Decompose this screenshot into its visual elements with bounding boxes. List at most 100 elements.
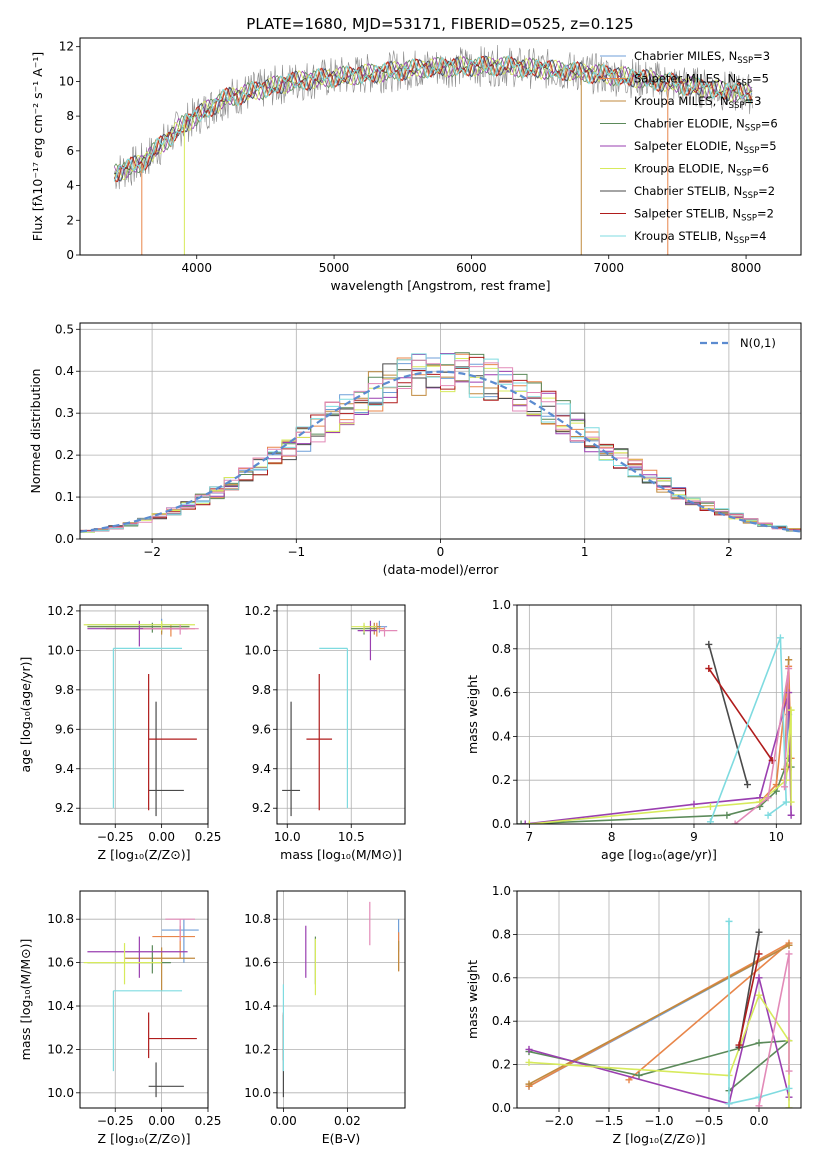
weight-point: [521, 820, 529, 824]
y-tick-label: 10.4: [244, 999, 271, 1013]
x-tick-label: 10: [769, 830, 784, 844]
mass-vs-ebv-axes: 0.00 0.02 10.0 10.2 10.4 10.6 10.8 E(B-V): [244, 890, 406, 1146]
plot-area: [282, 901, 400, 1098]
weight-point: [785, 665, 793, 673]
y-tick-label: 9.2: [55, 801, 74, 815]
age-vs-mass-axes: 10.0 10.5 9.2 9.4 9.6 9.8 10.0 10.2 mass [log₁₀(…: [244, 604, 406, 862]
x-tick-label: 5000: [319, 261, 350, 275]
y-tick-label: 0.6: [492, 686, 511, 700]
legend-count: =3: [744, 94, 761, 108]
legend-subscript: SSP: [741, 214, 757, 224]
figure-title: PLATE=1680, MJD=53171, FIBERID=0525, z=0…: [246, 15, 633, 33]
y-tick-label: 10.2: [244, 604, 271, 618]
weight-point: [525, 1045, 533, 1053]
model-spectrum-8: [113, 55, 753, 182]
plot-area: [113, 44, 754, 255]
legend-subscript: SSP: [745, 124, 761, 134]
grid: [80, 891, 209, 1108]
legend-label: Salpeter ELODIE, NSSP=5: [634, 139, 777, 156]
grid: [517, 604, 801, 825]
x-tick-label: 0.25: [195, 1114, 222, 1128]
y-tick-label: 0.6: [492, 971, 511, 985]
y-tick-label: 10.6: [244, 956, 271, 970]
y-tick-label: 0.5: [55, 322, 74, 336]
weight-point: [725, 917, 733, 925]
axes-frame: [276, 890, 406, 1109]
weight-line-3: [521, 755, 792, 824]
y-tick-label: 0.8: [492, 642, 511, 656]
x-tick-label: −1.5: [594, 1114, 623, 1128]
y-tick-label: 6: [66, 144, 74, 158]
y-tick-label: 10: [59, 74, 74, 88]
legend-subscript: SSP: [742, 191, 758, 201]
weight-point: [785, 1084, 793, 1092]
weight-point: [785, 656, 793, 664]
axes-frame: [516, 604, 802, 825]
plot-area: [83, 918, 199, 1098]
y-tick-label: 0.0: [492, 817, 511, 831]
y-tick-label: 4: [66, 179, 74, 193]
legend-subscript: SSP: [736, 79, 752, 89]
weight-point: [705, 640, 713, 648]
grid: [277, 891, 405, 1108]
x-tick-label: 8: [608, 830, 616, 844]
y-tick-label: 10.0: [244, 1086, 271, 1100]
weight-point: [755, 1102, 763, 1108]
legend-label: Chabrier ELODIE, NSSP=6: [634, 117, 778, 134]
x-tick-label: −2.0: [544, 1114, 573, 1128]
x-tick-label: 10.5: [338, 830, 365, 844]
y-tick-label: 10.6: [47, 956, 74, 970]
y-axis-label: mass [log₁₀(M/M⊙)]: [18, 939, 33, 1061]
x-tick-label: −0.25: [97, 830, 134, 844]
legend-label: Chabrier MILES, NSSP=3: [634, 49, 770, 66]
x-axis-label: E(B-V): [322, 1131, 361, 1146]
weight-point: [785, 941, 793, 949]
weight-point: [731, 820, 739, 824]
weight-line-5: [529, 710, 792, 824]
weight-point: [755, 974, 763, 982]
y-tick-label: 0.3: [55, 406, 74, 420]
legend-subscript: SSP: [734, 236, 750, 246]
normal-curve: [80, 370, 801, 533]
legend-label: Salpeter STELIB, NSSP=2: [634, 207, 774, 224]
weight-line-4: [528, 977, 790, 1105]
x-tick-label: −1: [287, 545, 305, 559]
axes-frame: [79, 322, 802, 540]
x-tick-label: −0.5: [694, 1114, 723, 1128]
y-tick-label: 0.2: [492, 1058, 511, 1072]
plot-area: [517, 634, 795, 824]
weight-point: [755, 950, 763, 958]
legend-label: Salpeter MILES, NSSP=5: [634, 72, 769, 89]
legend-count: =2: [758, 184, 775, 198]
weight-point: [785, 1104, 793, 1108]
model-spectrum-7: [113, 55, 753, 182]
weight-point: [787, 706, 795, 714]
mass-vs-z-axes: −0.25 0.00 0.25 10.0 10.2 10.4 10.6 10.8 Z [log₁…: [18, 890, 222, 1146]
y-tick-label: 0.4: [492, 729, 511, 743]
y-axis-label: mass weight: [465, 675, 480, 754]
x-axis-label: Z [log₁₀(Z/Z⊙)]: [98, 847, 191, 862]
y-tick-label: 9.6: [252, 722, 271, 736]
x-tick-label: 0: [437, 545, 445, 559]
y-tick-label: 9.8: [55, 683, 74, 697]
y-tick-label: 10.8: [244, 912, 271, 926]
x-tick-label: 10.0: [274, 830, 301, 844]
axes-frame: [516, 890, 802, 1109]
x-tick-label: 4000: [181, 261, 212, 275]
spectrum-axes: 4000 5000 6000 7000 8000 0 2 4 6 8 10 12 wavelength …: [30, 37, 802, 293]
legend-count: =5: [752, 72, 769, 86]
axes-frame: [79, 604, 209, 825]
x-tick-label: 1: [581, 545, 589, 559]
weight-point: [525, 1080, 533, 1088]
y-tick-label: 0.4: [55, 364, 74, 378]
legend-label: Kroupa ELODIE, NSSP=6: [634, 162, 769, 179]
weight-point: [625, 1076, 633, 1084]
y-tick-label: 10.2: [244, 1042, 271, 1056]
plot-area: [80, 352, 801, 533]
weight-line-9: [758, 953, 790, 1106]
y-tick-label: 10.0: [47, 643, 74, 657]
x-tick-label: 7: [526, 830, 534, 844]
y-axis-label: Normed distribution: [28, 369, 43, 494]
x-axis-label: age [log₁₀(age/yr)]: [601, 847, 717, 862]
weight-point: [705, 665, 713, 673]
